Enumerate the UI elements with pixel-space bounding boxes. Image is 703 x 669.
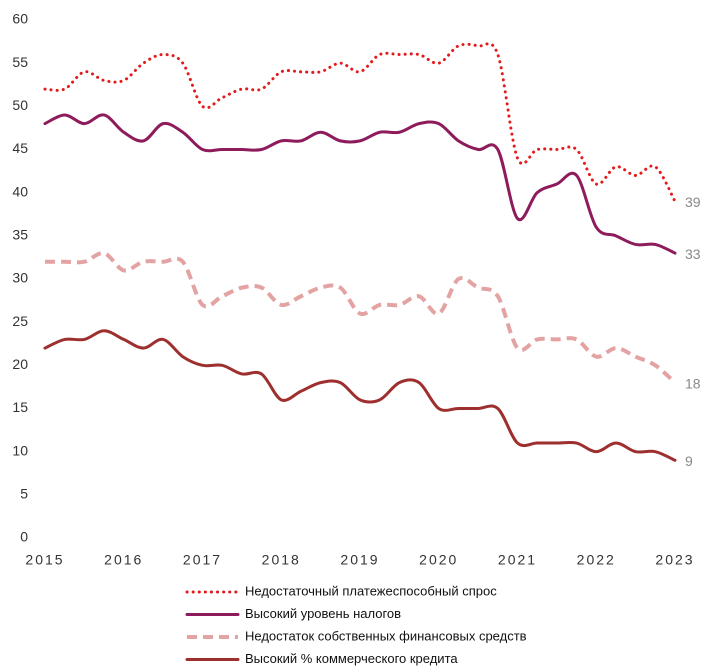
x-tick-label: 2019: [340, 552, 379, 568]
y-tick-label: 40: [12, 183, 28, 199]
x-tick-label: 2016: [104, 552, 143, 568]
y-tick-label: 55: [12, 54, 28, 70]
x-tick-label: 2023: [655, 552, 694, 568]
y-tick-label: 30: [12, 270, 28, 286]
legend-label: Высокий % коммерческого кредита: [245, 651, 458, 666]
series-line: [43, 329, 677, 462]
end-label: 18: [685, 375, 701, 391]
x-tick-label: 2020: [419, 552, 458, 568]
series-line: [43, 113, 677, 255]
series-line: [43, 42, 677, 203]
y-tick-label: 10: [12, 442, 28, 458]
y-tick-label: 50: [12, 97, 28, 113]
y-tick-label: 45: [12, 140, 28, 156]
legend-label: Высокий уровень налогов: [245, 606, 401, 621]
x-tick-label: 2017: [183, 552, 222, 568]
y-tick-label: 35: [12, 227, 28, 243]
x-tick-label: 2021: [498, 552, 537, 568]
legend-label: Недостаточный платежеспособный спрос: [245, 583, 497, 598]
y-tick-label: 60: [12, 11, 28, 27]
y-tick-label: 0: [20, 529, 28, 545]
x-tick-label: 2018: [262, 552, 301, 568]
end-label: 9: [685, 453, 693, 469]
y-tick-label: 25: [12, 313, 28, 329]
series-line: [44, 251, 677, 385]
y-tick-label: 20: [12, 356, 28, 372]
x-tick-label: 2022: [577, 552, 616, 568]
end-label: 33: [685, 246, 701, 262]
x-tick-label: 2015: [25, 552, 64, 568]
legend-label: Недостаток собственных финансовых средст…: [245, 628, 527, 643]
y-tick-label: 15: [12, 399, 28, 415]
end-label: 39: [685, 194, 701, 210]
y-tick-label: 5: [20, 486, 28, 502]
